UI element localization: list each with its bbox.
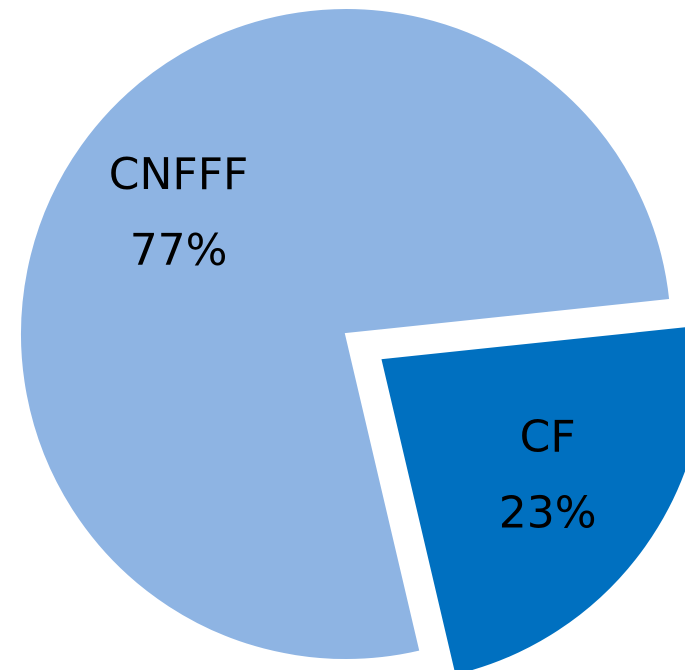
pie-slice [379,325,685,670]
slice-category-label: CNFFF [109,149,249,200]
pie-slice [19,7,672,661]
slice-value-label: 23% [499,487,597,538]
slice-value-label: 77% [130,225,228,276]
slice-category-label: CF [520,411,576,462]
